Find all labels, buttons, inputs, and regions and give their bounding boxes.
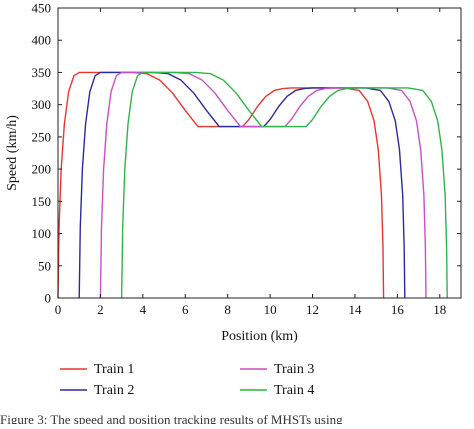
x-tick-label: 8 bbox=[224, 302, 231, 317]
legend-label-train-3: Train 3 bbox=[274, 362, 314, 377]
x-tick-label: 6 bbox=[182, 302, 189, 317]
series-line-train-3 bbox=[99, 71, 427, 299]
legend-label-train-4: Train 4 bbox=[274, 383, 314, 398]
y-tick-label: 450 bbox=[32, 1, 52, 16]
y-tick-label: 400 bbox=[32, 33, 52, 48]
y-tick-label: 350 bbox=[32, 65, 52, 80]
x-tick-label: 16 bbox=[391, 302, 405, 317]
x-tick-label: 12 bbox=[306, 302, 319, 317]
y-tick-label: 300 bbox=[32, 97, 52, 112]
x-axis-title: Position (km) bbox=[221, 329, 298, 344]
y-tick-label: 100 bbox=[32, 226, 52, 241]
x-tick-label: 14 bbox=[348, 302, 362, 317]
plot-frame bbox=[57, 7, 462, 299]
x-tick-label: 10 bbox=[264, 302, 277, 317]
x-tick-label: 2 bbox=[97, 302, 104, 317]
y-tick-label: 250 bbox=[32, 129, 52, 144]
y-axis-title: Speed (km/h) bbox=[5, 115, 20, 191]
y-tick-label: 150 bbox=[32, 194, 52, 209]
series-line-train-1 bbox=[57, 71, 385, 299]
figure-caption: Figure 3: The speed and position trackin… bbox=[0, 413, 343, 424]
y-tick-label: 50 bbox=[38, 258, 51, 273]
x-tick-label: 4 bbox=[140, 302, 147, 317]
series-line-train-4 bbox=[120, 71, 448, 299]
legend-label-train-2: Train 2 bbox=[94, 383, 134, 398]
x-tick-label: 0 bbox=[55, 302, 62, 317]
y-tick-label: 0 bbox=[45, 291, 52, 306]
x-tick-label: 18 bbox=[433, 302, 446, 317]
legend-label-train-1: Train 1 bbox=[94, 362, 134, 377]
y-tick-label: 200 bbox=[32, 162, 52, 177]
series-line-train-2 bbox=[78, 71, 406, 299]
